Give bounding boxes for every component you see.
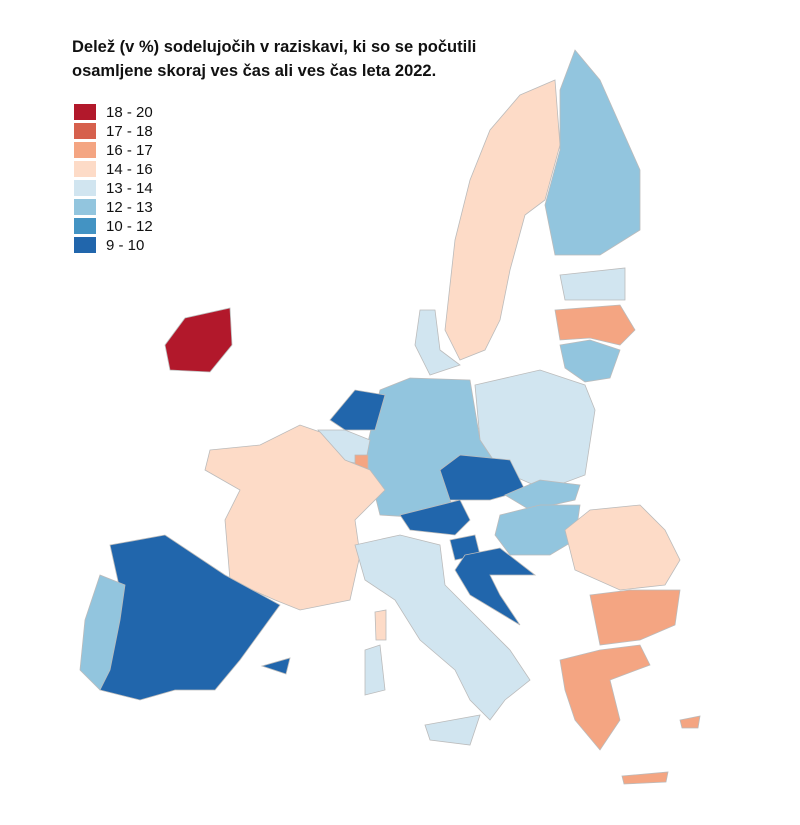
denmark [414, 309, 461, 376]
hungary [494, 504, 581, 556]
legend-swatch [74, 218, 96, 234]
croatia [454, 547, 537, 626]
legend-swatch [74, 180, 96, 196]
legend-label: 17 - 18 [106, 123, 153, 140]
countries [79, 49, 701, 785]
balearics [260, 657, 291, 675]
lithuania [559, 339, 621, 383]
legend-label: 18 - 20 [106, 104, 153, 121]
legend-swatch [74, 142, 96, 158]
title-line: osamljene skoraj ves čas ali ves čas let… [72, 62, 436, 80]
crete [621, 771, 669, 785]
cyprus [679, 715, 701, 729]
portugal [79, 574, 126, 691]
finland [544, 49, 641, 256]
sweden [444, 79, 561, 361]
corsica [374, 609, 387, 641]
legend-swatch [74, 123, 96, 139]
title-line: Delež (v %) sodelujočih v raziskavi, ki … [72, 38, 476, 56]
ireland [164, 307, 233, 373]
austria [399, 499, 471, 536]
legend-label: 13 - 14 [106, 180, 153, 197]
greece [559, 644, 651, 751]
legend-label: 16 - 17 [106, 142, 153, 159]
sardinia [364, 644, 386, 696]
slovakia [504, 479, 581, 511]
legend-swatch [74, 199, 96, 215]
netherlands [329, 389, 386, 431]
italy [354, 534, 531, 721]
legend-swatch [74, 237, 96, 253]
romania [564, 504, 681, 591]
legend-label: 10 - 12 [106, 218, 153, 235]
legend-label: 9 - 10 [106, 237, 144, 254]
sicily [424, 714, 481, 746]
legend-label: 12 - 13 [106, 199, 153, 216]
legend: 18 - 20 17 - 18 16 - 17 14 - 16 13 - 14 12 - … [74, 104, 153, 254]
legend-label: 14 - 16 [106, 161, 153, 178]
bulgaria [589, 589, 681, 646]
legend-swatch [74, 161, 96, 177]
latvia [554, 304, 636, 346]
legend-swatch [74, 104, 96, 120]
estonia [559, 267, 626, 301]
